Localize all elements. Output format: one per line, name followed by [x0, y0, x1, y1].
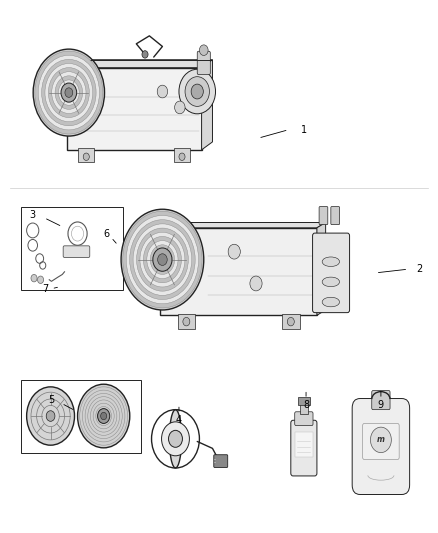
Circle shape [147, 240, 178, 279]
Text: 6: 6 [104, 229, 110, 239]
Circle shape [83, 153, 89, 160]
Text: 8: 8 [303, 400, 309, 410]
Circle shape [162, 422, 189, 456]
Circle shape [371, 427, 391, 453]
Bar [178, 314, 195, 328]
FancyBboxPatch shape [295, 412, 313, 425]
Circle shape [65, 88, 73, 98]
Text: 3: 3 [30, 209, 36, 220]
FancyBboxPatch shape [331, 207, 339, 224]
FancyBboxPatch shape [313, 233, 350, 313]
Circle shape [179, 153, 185, 160]
Circle shape [42, 59, 96, 126]
Circle shape [121, 209, 204, 310]
Circle shape [179, 69, 215, 114]
FancyBboxPatch shape [372, 391, 390, 410]
FancyBboxPatch shape [352, 399, 410, 495]
Circle shape [101, 413, 107, 419]
Circle shape [58, 80, 79, 105]
Ellipse shape [322, 257, 339, 266]
Circle shape [150, 245, 175, 274]
FancyBboxPatch shape [197, 51, 210, 75]
Bar [21, 207, 123, 290]
FancyBboxPatch shape [291, 420, 317, 476]
Bar [78, 148, 94, 161]
Circle shape [228, 244, 240, 259]
Circle shape [250, 276, 262, 291]
Circle shape [123, 211, 202, 308]
Bar [300, 404, 308, 415]
Polygon shape [317, 222, 325, 316]
Polygon shape [160, 222, 325, 228]
Ellipse shape [322, 277, 339, 287]
Text: m: m [377, 435, 385, 445]
Circle shape [126, 215, 198, 304]
Circle shape [38, 276, 44, 284]
Circle shape [78, 384, 130, 448]
Bar [282, 314, 300, 328]
Circle shape [35, 51, 103, 134]
Circle shape [61, 83, 77, 102]
Circle shape [48, 68, 89, 118]
FancyBboxPatch shape [363, 423, 399, 459]
Text: 1: 1 [301, 125, 307, 135]
Circle shape [137, 228, 188, 291]
Bar [21, 380, 141, 453]
Circle shape [133, 224, 192, 295]
Circle shape [130, 220, 195, 300]
Circle shape [142, 51, 148, 58]
Circle shape [38, 55, 99, 130]
Bar [298, 398, 310, 405]
Circle shape [52, 72, 86, 114]
Circle shape [175, 101, 185, 114]
FancyBboxPatch shape [160, 228, 317, 316]
Circle shape [27, 387, 74, 445]
Circle shape [183, 317, 190, 326]
Circle shape [45, 63, 93, 122]
Circle shape [98, 409, 110, 423]
Text: 9: 9 [378, 400, 384, 410]
FancyBboxPatch shape [319, 207, 328, 224]
Circle shape [157, 85, 168, 98]
Circle shape [143, 237, 181, 283]
FancyBboxPatch shape [63, 246, 90, 257]
Polygon shape [67, 60, 212, 68]
Circle shape [46, 411, 55, 421]
Text: 7: 7 [42, 284, 48, 294]
Text: 4: 4 [176, 415, 182, 425]
Bar [174, 148, 190, 161]
FancyBboxPatch shape [214, 455, 228, 467]
Circle shape [31, 274, 37, 282]
Text: 5: 5 [48, 395, 55, 405]
Ellipse shape [170, 410, 182, 468]
FancyBboxPatch shape [67, 68, 201, 150]
Circle shape [55, 76, 83, 109]
Circle shape [33, 49, 105, 136]
Circle shape [287, 317, 294, 326]
Circle shape [158, 254, 167, 265]
Circle shape [199, 45, 208, 55]
Ellipse shape [322, 297, 339, 307]
Circle shape [140, 232, 185, 287]
Text: 2: 2 [416, 264, 422, 274]
Bar [295, 432, 313, 457]
Circle shape [153, 248, 172, 271]
Circle shape [185, 77, 209, 107]
Polygon shape [201, 60, 212, 150]
Circle shape [169, 430, 183, 447]
Circle shape [191, 84, 203, 99]
